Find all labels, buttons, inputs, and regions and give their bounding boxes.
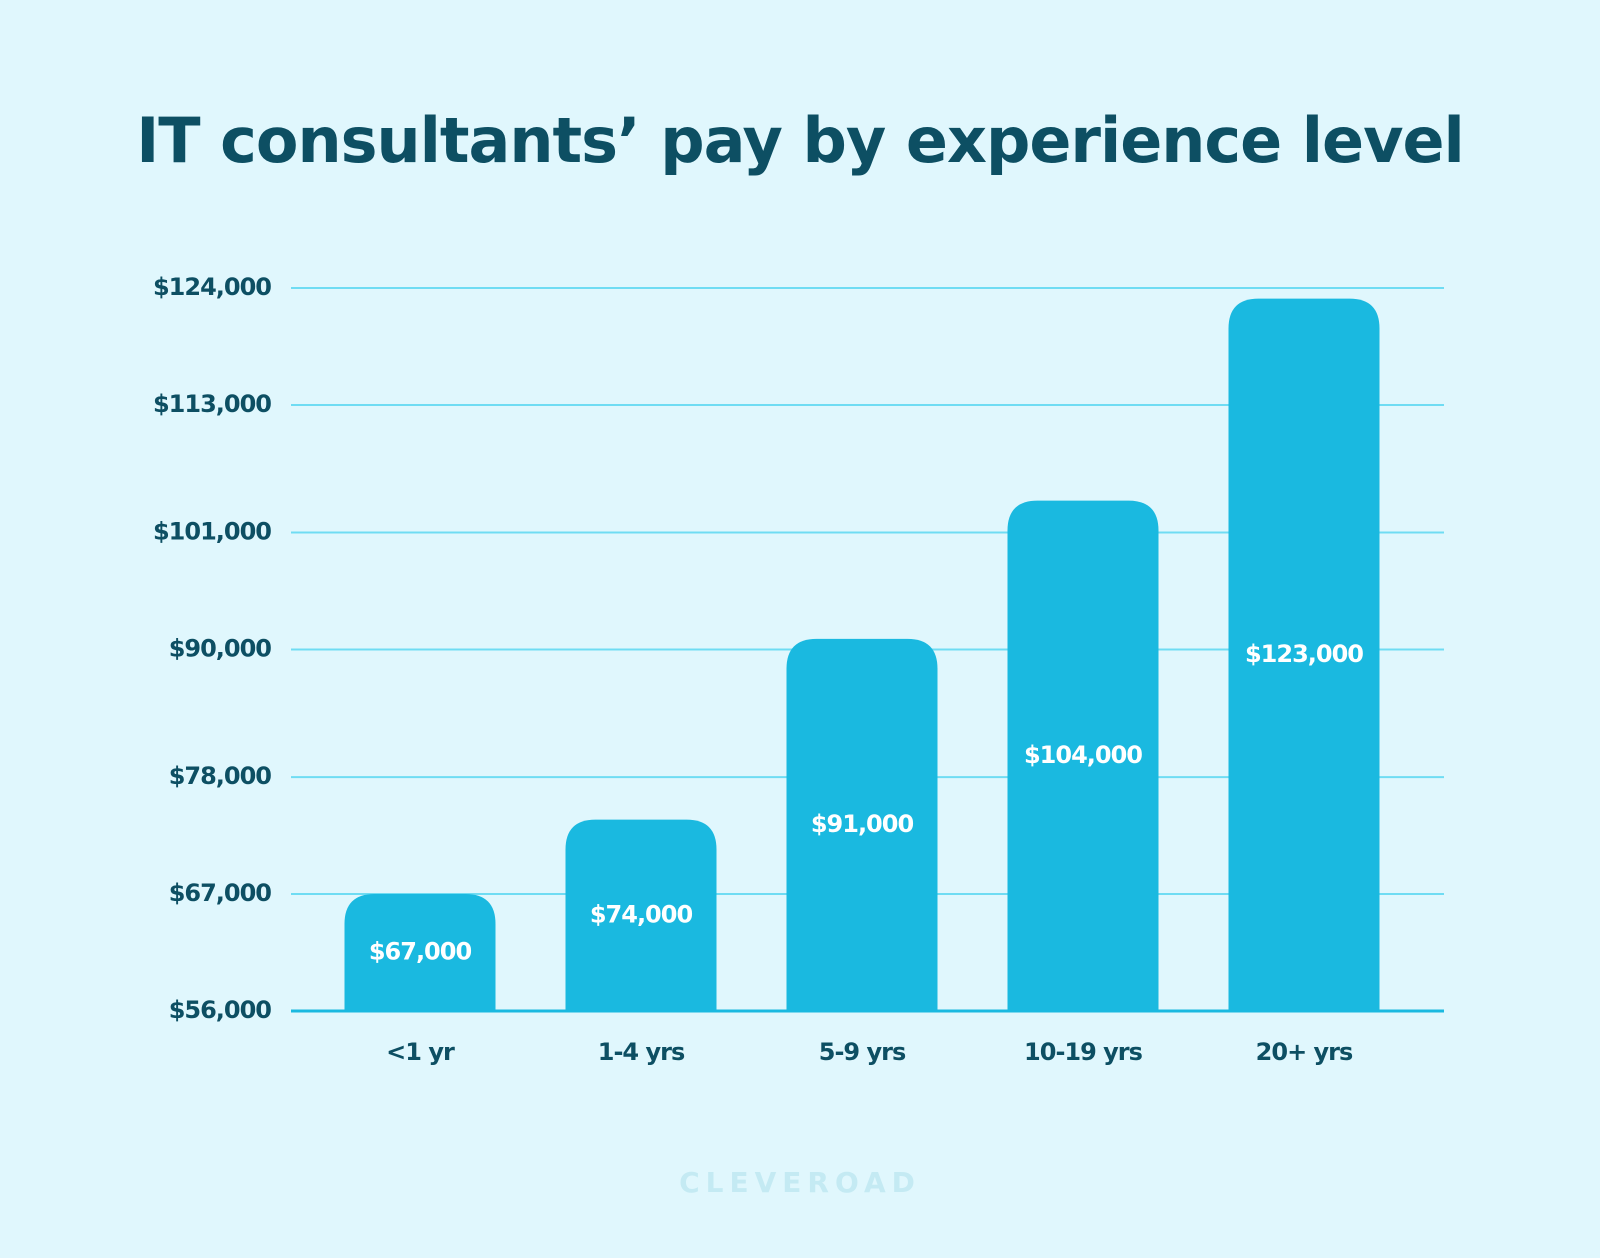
y-tick-label: $101,000 <box>153 518 271 546</box>
value-label: $67,000 <box>369 938 472 966</box>
x-tick-label: 5-9 yrs <box>819 1038 906 1066</box>
bar <box>565 819 717 1011</box>
value-label: $104,000 <box>1024 741 1142 769</box>
y-tick-label: $78,000 <box>169 762 272 790</box>
bar <box>786 638 938 1011</box>
x-tick-label: 10-19 yrs <box>1024 1038 1143 1066</box>
value-label: $123,000 <box>1245 640 1363 668</box>
y-tick-label: $124,000 <box>153 273 271 301</box>
x-tick-label: 20+ yrs <box>1256 1038 1353 1066</box>
x-tick-label: 1-4 yrs <box>598 1038 685 1066</box>
bar <box>1228 298 1380 1012</box>
value-label: $91,000 <box>811 810 914 838</box>
chart-title: IT consultants’ pay by experience level <box>136 104 1464 177</box>
bar <box>344 894 496 1011</box>
bar <box>1007 500 1159 1011</box>
y-tick-label: $56,000 <box>169 996 272 1024</box>
x-tick-label: <1 yr <box>386 1038 455 1066</box>
watermark: CLEVEROAD <box>679 1166 921 1199</box>
y-tick-label: $67,000 <box>169 879 272 907</box>
y-tick-label: $113,000 <box>153 390 271 418</box>
y-tick-label: $90,000 <box>169 635 272 663</box>
value-label: $74,000 <box>590 900 693 928</box>
